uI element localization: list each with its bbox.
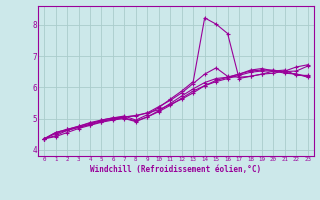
X-axis label: Windchill (Refroidissement éolien,°C): Windchill (Refroidissement éolien,°C)	[91, 165, 261, 174]
